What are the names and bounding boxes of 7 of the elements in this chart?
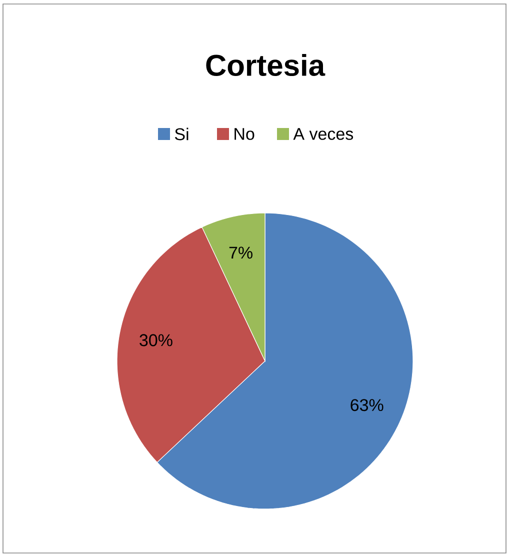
chart-title: Cortesia: [206, 54, 326, 76]
data-label: 63%: [350, 399, 384, 412]
data-label: 30%: [140, 334, 172, 346]
data-label: 7%: [229, 246, 252, 259]
legend-label: A veces: [293, 128, 354, 140]
legend-label: No: [234, 128, 254, 140]
legend-label: Si: [174, 128, 188, 140]
